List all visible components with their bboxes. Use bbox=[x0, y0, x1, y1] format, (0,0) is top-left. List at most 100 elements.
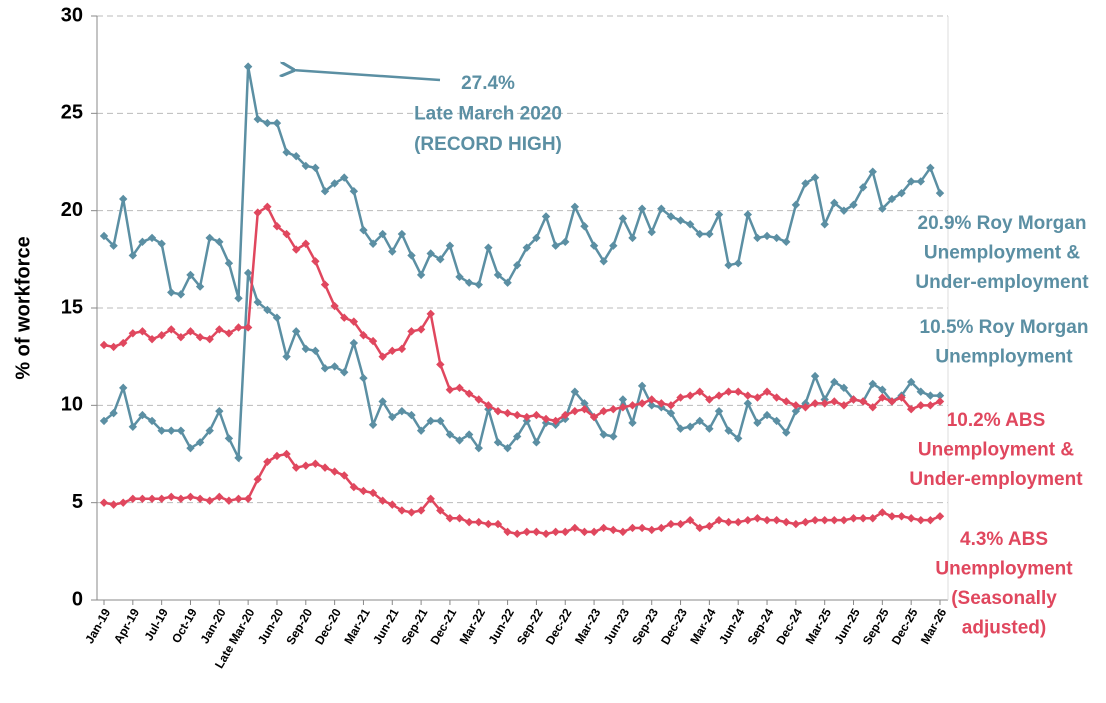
data-point bbox=[378, 352, 387, 361]
data-point bbox=[532, 410, 541, 420]
data-point bbox=[397, 344, 407, 354]
data-point bbox=[753, 393, 762, 402]
x-tick-label: Oct-19 bbox=[169, 606, 200, 646]
x-tick-label: Sep-25 bbox=[860, 606, 892, 647]
series-label: Under-employment bbox=[909, 469, 1083, 490]
data-point bbox=[772, 416, 781, 426]
data-point bbox=[195, 333, 205, 342]
data-point bbox=[253, 114, 262, 124]
data-point bbox=[205, 334, 214, 344]
data-point bbox=[628, 233, 637, 243]
data-point bbox=[522, 243, 532, 252]
x-tick-label: Sep-21 bbox=[399, 606, 431, 647]
data-point bbox=[176, 426, 186, 435]
data-point bbox=[782, 517, 791, 527]
data-point bbox=[714, 391, 724, 400]
data-point bbox=[330, 179, 339, 188]
data-point bbox=[762, 231, 772, 241]
data-point bbox=[916, 387, 925, 396]
x-tick-label: Mar-26 bbox=[918, 606, 950, 647]
data-point bbox=[138, 327, 147, 336]
data-point bbox=[349, 338, 359, 348]
data-point bbox=[705, 229, 714, 239]
data-point bbox=[109, 342, 118, 352]
x-tick-label: Mar-24 bbox=[687, 606, 719, 647]
data-point bbox=[397, 406, 407, 416]
x-tick-label: Sep-24 bbox=[745, 606, 777, 647]
data-point bbox=[705, 521, 714, 531]
annotation: 27.4% bbox=[461, 73, 515, 94]
series-line bbox=[103, 66, 942, 299]
series-label: Unemployment & bbox=[918, 440, 1075, 461]
data-point bbox=[464, 517, 474, 527]
data-point bbox=[128, 494, 138, 503]
data-point bbox=[291, 151, 301, 161]
annotation: Late March 2020 bbox=[414, 104, 562, 125]
data-point bbox=[368, 420, 378, 429]
data-point bbox=[685, 515, 695, 525]
x-tick-label: Dec-24 bbox=[773, 606, 805, 647]
data-point bbox=[830, 377, 839, 387]
data-point bbox=[810, 515, 820, 525]
data-point bbox=[186, 327, 195, 336]
data-point bbox=[291, 327, 301, 336]
y-tick-label: 5 bbox=[72, 491, 83, 513]
data-point bbox=[762, 515, 772, 525]
x-tick-label: Apr-19 bbox=[111, 606, 142, 646]
data-point bbox=[474, 280, 483, 289]
data-point bbox=[897, 393, 906, 402]
data-point bbox=[320, 364, 330, 373]
data-point bbox=[484, 243, 493, 252]
data-point bbox=[599, 430, 608, 439]
data-point bbox=[234, 453, 243, 463]
data-point bbox=[878, 393, 887, 402]
data-point bbox=[503, 408, 512, 418]
data-point bbox=[628, 523, 637, 533]
data-point bbox=[570, 202, 580, 211]
data-point bbox=[657, 399, 666, 408]
data-point bbox=[416, 325, 426, 334]
data-point bbox=[436, 255, 445, 264]
data-point bbox=[801, 517, 810, 527]
data-point bbox=[743, 399, 753, 408]
data-point bbox=[340, 368, 349, 377]
data-point bbox=[99, 340, 109, 350]
data-point bbox=[801, 403, 810, 412]
data-point bbox=[119, 338, 128, 348]
data-point bbox=[906, 177, 916, 186]
data-point bbox=[272, 451, 282, 461]
data-point bbox=[695, 229, 704, 239]
data-point bbox=[224, 259, 234, 268]
data-point bbox=[407, 327, 416, 336]
data-point bbox=[147, 334, 157, 344]
data-point bbox=[695, 387, 704, 396]
x-tick-label: Dec-23 bbox=[658, 606, 690, 647]
data-point bbox=[810, 173, 820, 182]
data-point bbox=[541, 414, 551, 424]
data-point bbox=[474, 395, 483, 404]
data-point bbox=[311, 163, 320, 173]
data-point bbox=[368, 239, 378, 248]
data-point bbox=[628, 418, 637, 428]
data-point bbox=[637, 523, 647, 533]
data-point bbox=[532, 438, 541, 447]
data-point bbox=[109, 408, 118, 418]
data-point bbox=[580, 405, 589, 414]
data-point bbox=[493, 519, 503, 529]
data-point bbox=[167, 492, 176, 502]
data-point bbox=[695, 416, 704, 426]
data-point bbox=[676, 424, 685, 433]
data-point bbox=[234, 323, 243, 332]
series-label: 4.3% ABS bbox=[960, 529, 1048, 550]
data-point bbox=[157, 494, 166, 503]
data-point bbox=[762, 410, 772, 420]
data-point bbox=[599, 257, 608, 266]
data-point bbox=[109, 500, 118, 509]
data-point bbox=[330, 362, 339, 371]
data-point bbox=[512, 529, 522, 539]
data-point bbox=[205, 496, 214, 505]
data-point bbox=[647, 395, 656, 404]
data-point bbox=[224, 329, 234, 338]
series-line bbox=[103, 204, 941, 423]
data-point bbox=[897, 512, 906, 521]
